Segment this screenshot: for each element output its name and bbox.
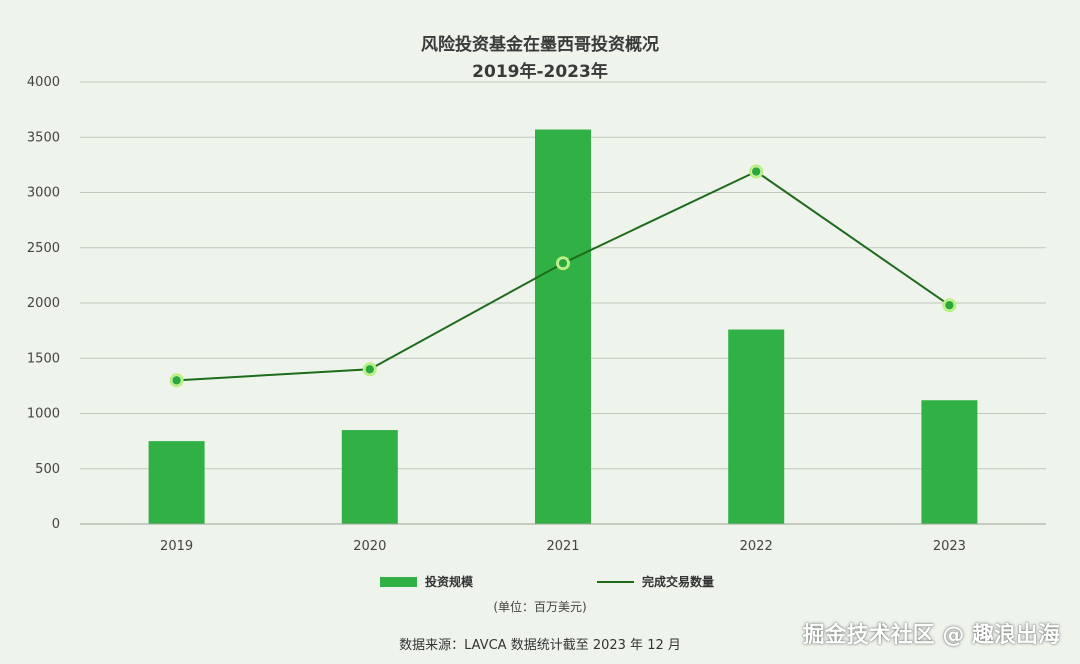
bar (921, 400, 978, 524)
y-tick-label: 1500 (27, 351, 60, 366)
y-tick-label: 2500 (27, 241, 60, 256)
x-tick-label: 2020 (353, 539, 386, 554)
watermark: 掘金技术社区 @ 趣浪出海 (802, 623, 1060, 648)
y-tick-label: 3000 (27, 186, 60, 201)
line-point (365, 364, 375, 375)
y-tick-label: 3500 (27, 130, 60, 145)
y-tick-label: 0 (52, 517, 60, 532)
x-tick-label: 2019 (160, 539, 193, 554)
chart-subtitle: 2019年-2023年 (472, 62, 608, 82)
bar (728, 329, 785, 524)
y-tick-label: 1000 (27, 407, 60, 422)
x-tick-label: 2021 (546, 539, 579, 554)
x-tick-label: 2022 (740, 539, 773, 554)
legend-item-line: 完成交易数量 (597, 573, 714, 590)
y-tick-label: 2000 (27, 296, 60, 311)
legend-label-line: 完成交易数量 (642, 575, 715, 589)
bar (535, 129, 591, 524)
legend-swatch-line (597, 580, 634, 583)
y-tick-label: 4000 (27, 75, 60, 90)
source-note: 数据来源：LAVCA 数据统计截至 2023 年 12 月 (399, 638, 681, 653)
bar (148, 441, 205, 524)
unit-note: (单位：百万美元) (493, 600, 587, 614)
line-point (558, 258, 568, 268)
x-tick-label: 2023 (933, 539, 966, 554)
line-point (171, 375, 182, 386)
y-tick-label: 500 (35, 462, 60, 477)
line-point (751, 166, 761, 177)
legend-label-bar: 投资规模 (425, 575, 474, 589)
chart-title: 风险投资基金在墨西哥投资概况 (421, 35, 659, 55)
legend-item-bar: 投资规模 (380, 573, 473, 590)
bar (341, 430, 398, 524)
legend-swatch-bar (380, 576, 417, 587)
line-point (944, 300, 955, 310)
